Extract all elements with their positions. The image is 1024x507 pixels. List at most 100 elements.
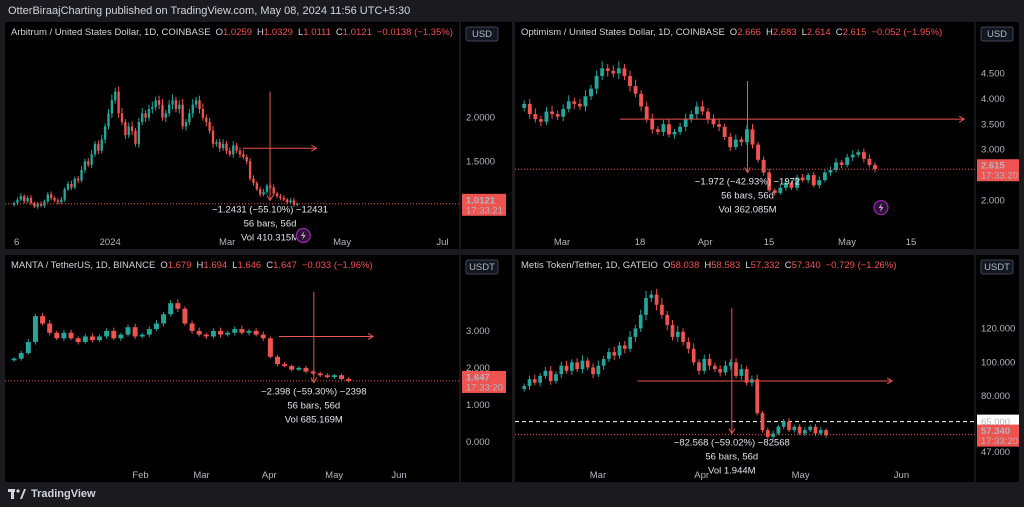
candle (548, 365, 553, 385)
candle-body (97, 143, 100, 151)
candle-body (289, 366, 295, 370)
candle (292, 197, 296, 208)
candle (650, 113, 655, 134)
candle-body (331, 375, 337, 378)
currency-button[interactable]: USDT (980, 259, 1014, 275)
candle-body (681, 331, 685, 342)
candle (225, 330, 231, 337)
candle (678, 122, 683, 135)
candle-body (310, 371, 316, 374)
candle (80, 166, 83, 183)
ohlc-h-value: 2.683 (773, 27, 797, 38)
candle-body (750, 129, 755, 145)
candle (252, 175, 255, 186)
candle-body (76, 178, 80, 181)
measure-arrow-head-right (311, 144, 318, 152)
candle (622, 64, 627, 81)
candle-body (678, 126, 683, 132)
candle-body (811, 175, 816, 186)
candle (54, 330, 60, 341)
candle-body (622, 68, 627, 76)
candle (795, 174, 799, 191)
candle (873, 162, 877, 173)
candle (260, 331, 266, 341)
y-tick-label: 47.000 (981, 447, 1010, 458)
candle (282, 361, 288, 368)
alert-bolt-icon[interactable] (295, 227, 311, 244)
chart-title: Arbitrum / United States Dollar, 1D, COI… (11, 27, 453, 38)
candle (575, 358, 580, 373)
currency-button[interactable]: USD (465, 26, 499, 42)
candle-body (146, 329, 152, 335)
candle (672, 128, 677, 139)
candle (178, 100, 181, 114)
candle (339, 373, 345, 381)
candle (559, 361, 564, 379)
candle-body (232, 329, 238, 333)
x-tick-label: May (792, 470, 810, 481)
candle (867, 154, 872, 168)
candle-body (861, 152, 866, 159)
candle-body (532, 379, 537, 383)
candle (681, 328, 685, 346)
candle-body (706, 111, 710, 120)
y-tick-label: 3.000 (981, 145, 1005, 156)
candle (110, 94, 114, 118)
candle-body (25, 342, 31, 354)
candle (800, 173, 805, 183)
candle (607, 347, 611, 363)
measure-tool: −1.2431 (−55.10%) −12431 56 bars, 56d Vol … (212, 91, 328, 244)
chart-manta: MANTA / TetherUS, 1D, BINANCE O1.679 H1.69… (5, 255, 506, 482)
chart-panel-metis[interactable]: Metis Token/Tether, 1D, GATEIO O58.038 H58… (515, 255, 1019, 482)
candle (33, 201, 36, 209)
chart-panel-optimism[interactable]: Optimism / United States Dollar, 1D, COI… (515, 22, 1019, 249)
candles (522, 288, 828, 440)
candle-body (272, 187, 275, 194)
measure-change-label: −2.398 (−59.30%) −2398 (261, 387, 366, 398)
candle-body (239, 329, 245, 333)
currency-button-bg (465, 259, 499, 275)
candle-body (114, 91, 117, 101)
ohlc-o-letter: O (160, 260, 167, 271)
chart-panel-arbitrum[interactable]: Arbitrum / United States Dollar, 1D, COI… (5, 22, 512, 249)
ohlc-l-letter: L (802, 27, 807, 38)
y-tick-label: 100.000 (981, 357, 1015, 368)
last-price-value: 1.647 (466, 372, 490, 383)
measure-change-label: −1.2431 (−55.10%) −12431 (212, 205, 328, 216)
candle-body (683, 119, 688, 127)
candle (649, 290, 654, 303)
candle (175, 299, 181, 313)
x-tick-label: May (333, 237, 351, 248)
candle-body (210, 330, 216, 337)
candle (208, 117, 211, 134)
candle (111, 327, 117, 341)
candle (787, 418, 791, 432)
candle (611, 65, 616, 78)
candle-body (151, 107, 154, 109)
candle-body (665, 314, 670, 326)
measure-arrow-head-down (310, 377, 318, 384)
candle-body (134, 130, 137, 144)
candle (577, 99, 582, 110)
measure-arrow-head-down (266, 195, 274, 202)
candle-body (97, 336, 103, 341)
candle (522, 100, 527, 112)
x-tick-label: Mar (219, 237, 235, 248)
currency-button[interactable]: USD (980, 26, 1014, 42)
candle (717, 118, 722, 132)
chart-panel-manta[interactable]: MANTA / TetherUS, 1D, BINANCE O1.679 H1.69… (5, 255, 512, 482)
candle (538, 115, 543, 127)
x-tick-label: May (325, 470, 343, 481)
candle-body (221, 143, 225, 149)
measure-volume-label: Vol 362.085M (718, 205, 776, 216)
last-price-badge-bg (462, 370, 506, 393)
candle (104, 328, 110, 340)
ohlc-c-value: 1.647 (273, 260, 297, 271)
candle-body (218, 330, 224, 335)
candle (744, 366, 749, 386)
currency-button[interactable]: USDT (465, 259, 499, 275)
measure-bars-label: 56 bars, 56d (287, 401, 340, 412)
candle-body (867, 158, 872, 165)
candle-body (728, 362, 733, 366)
alert-bolt-icon[interactable] (873, 199, 889, 216)
